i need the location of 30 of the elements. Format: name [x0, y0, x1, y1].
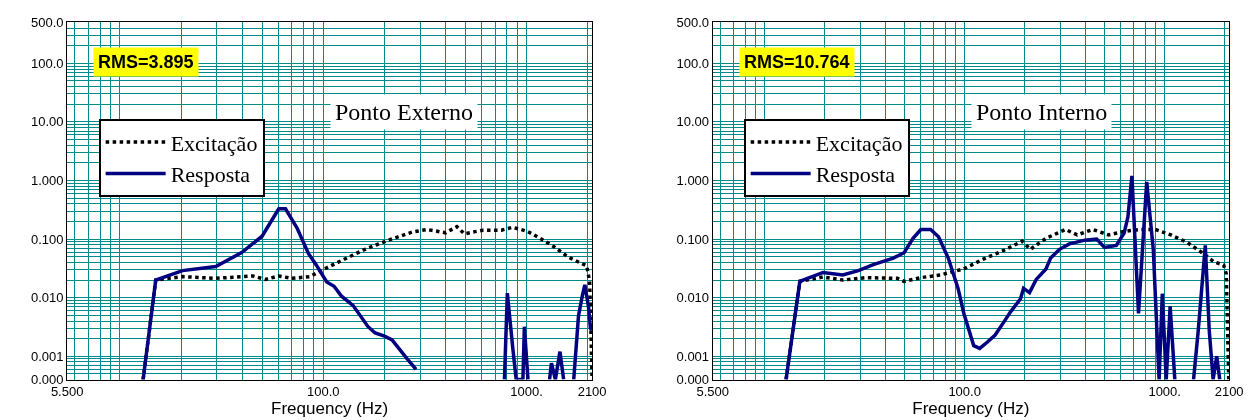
y-tick-label: 100.0: [31, 55, 64, 71]
x-tick-label: 2100: [577, 384, 607, 400]
legend-label: Excitação: [815, 130, 903, 156]
x-tick-label: 100.0: [307, 384, 340, 400]
y-tick-label: 0.010: [31, 290, 64, 306]
y-tick-label: 0.010: [676, 290, 710, 306]
y-tick-label: 0.100: [31, 231, 64, 247]
x-axis-title: Frequency (Hz): [271, 399, 389, 419]
y-tick-label: 0.001: [676, 348, 710, 364]
y-tick-label: 100.0: [676, 55, 710, 71]
y-tick-label: 0.100: [676, 231, 710, 247]
x-axis-title: Frequency (Hz): [912, 399, 1030, 419]
x-tick-label: 2100: [1214, 384, 1244, 400]
y-tick-label: 0.001: [31, 348, 64, 364]
y-tick-label: 10.00: [31, 114, 64, 130]
annotation: Ponto Interno: [976, 99, 1108, 125]
y-tick-label: 500.0: [31, 14, 64, 30]
x-tick-label: 1000.: [1148, 384, 1181, 400]
x-tick-label: 1000.: [510, 384, 543, 400]
y-tick-label: 1.000: [676, 173, 710, 189]
annotation: RMS=3.895: [98, 52, 194, 72]
legend-label: Resposta: [170, 162, 251, 188]
annotation: RMS=10.764: [744, 52, 850, 72]
y-tick-label: 500.0: [676, 14, 710, 30]
annotation: Ponto Externo: [335, 99, 473, 125]
legend-label: Resposta: [815, 162, 896, 188]
y-tick-label: 1.000: [31, 173, 64, 189]
y-tick-label: 10.00: [676, 114, 710, 130]
x-tick-label: 100.0: [948, 384, 981, 400]
legend-label: Excitação: [170, 130, 258, 156]
